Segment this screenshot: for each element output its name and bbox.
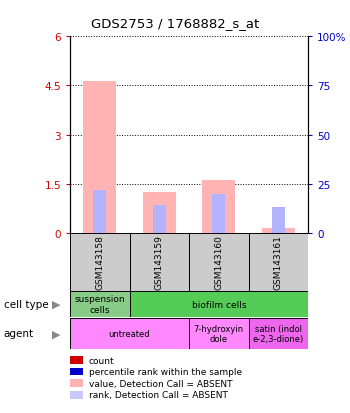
- Text: agent: agent: [4, 328, 34, 339]
- Text: GSM143161: GSM143161: [274, 235, 283, 290]
- Text: GSM143158: GSM143158: [95, 235, 104, 290]
- Bar: [272, 208, 285, 233]
- FancyBboxPatch shape: [130, 292, 308, 317]
- Text: count: count: [89, 356, 114, 365]
- Text: value, Detection Call = ABSENT: value, Detection Call = ABSENT: [89, 379, 232, 388]
- Bar: [83, 81, 116, 233]
- FancyBboxPatch shape: [189, 233, 248, 291]
- Text: GDS2753 / 1768882_s_at: GDS2753 / 1768882_s_at: [91, 17, 259, 29]
- Text: ▶: ▶: [52, 328, 60, 339]
- Text: satin (indol
e-2,3-dione): satin (indol e-2,3-dione): [253, 324, 304, 343]
- Text: GSM143160: GSM143160: [214, 235, 223, 290]
- FancyBboxPatch shape: [70, 318, 189, 349]
- FancyBboxPatch shape: [70, 292, 130, 317]
- Text: 7-hydroxyin
dole: 7-hydroxyin dole: [194, 324, 244, 343]
- Text: GSM143159: GSM143159: [155, 235, 164, 290]
- FancyBboxPatch shape: [248, 233, 308, 291]
- Bar: [153, 206, 166, 233]
- FancyBboxPatch shape: [189, 318, 248, 349]
- FancyBboxPatch shape: [70, 233, 130, 291]
- Bar: [93, 190, 106, 233]
- Bar: [143, 192, 176, 233]
- Text: percentile rank within the sample: percentile rank within the sample: [89, 367, 242, 376]
- Text: cell type: cell type: [4, 299, 48, 309]
- Text: ▶: ▶: [52, 299, 60, 309]
- FancyBboxPatch shape: [248, 318, 308, 349]
- Bar: [202, 181, 235, 233]
- Text: suspension
cells: suspension cells: [75, 295, 125, 314]
- Bar: [212, 194, 225, 233]
- Text: rank, Detection Call = ABSENT: rank, Detection Call = ABSENT: [89, 390, 228, 399]
- Bar: [262, 228, 295, 233]
- FancyBboxPatch shape: [130, 233, 189, 291]
- Text: biofilm cells: biofilm cells: [191, 300, 246, 309]
- Text: untreated: untreated: [109, 329, 150, 338]
